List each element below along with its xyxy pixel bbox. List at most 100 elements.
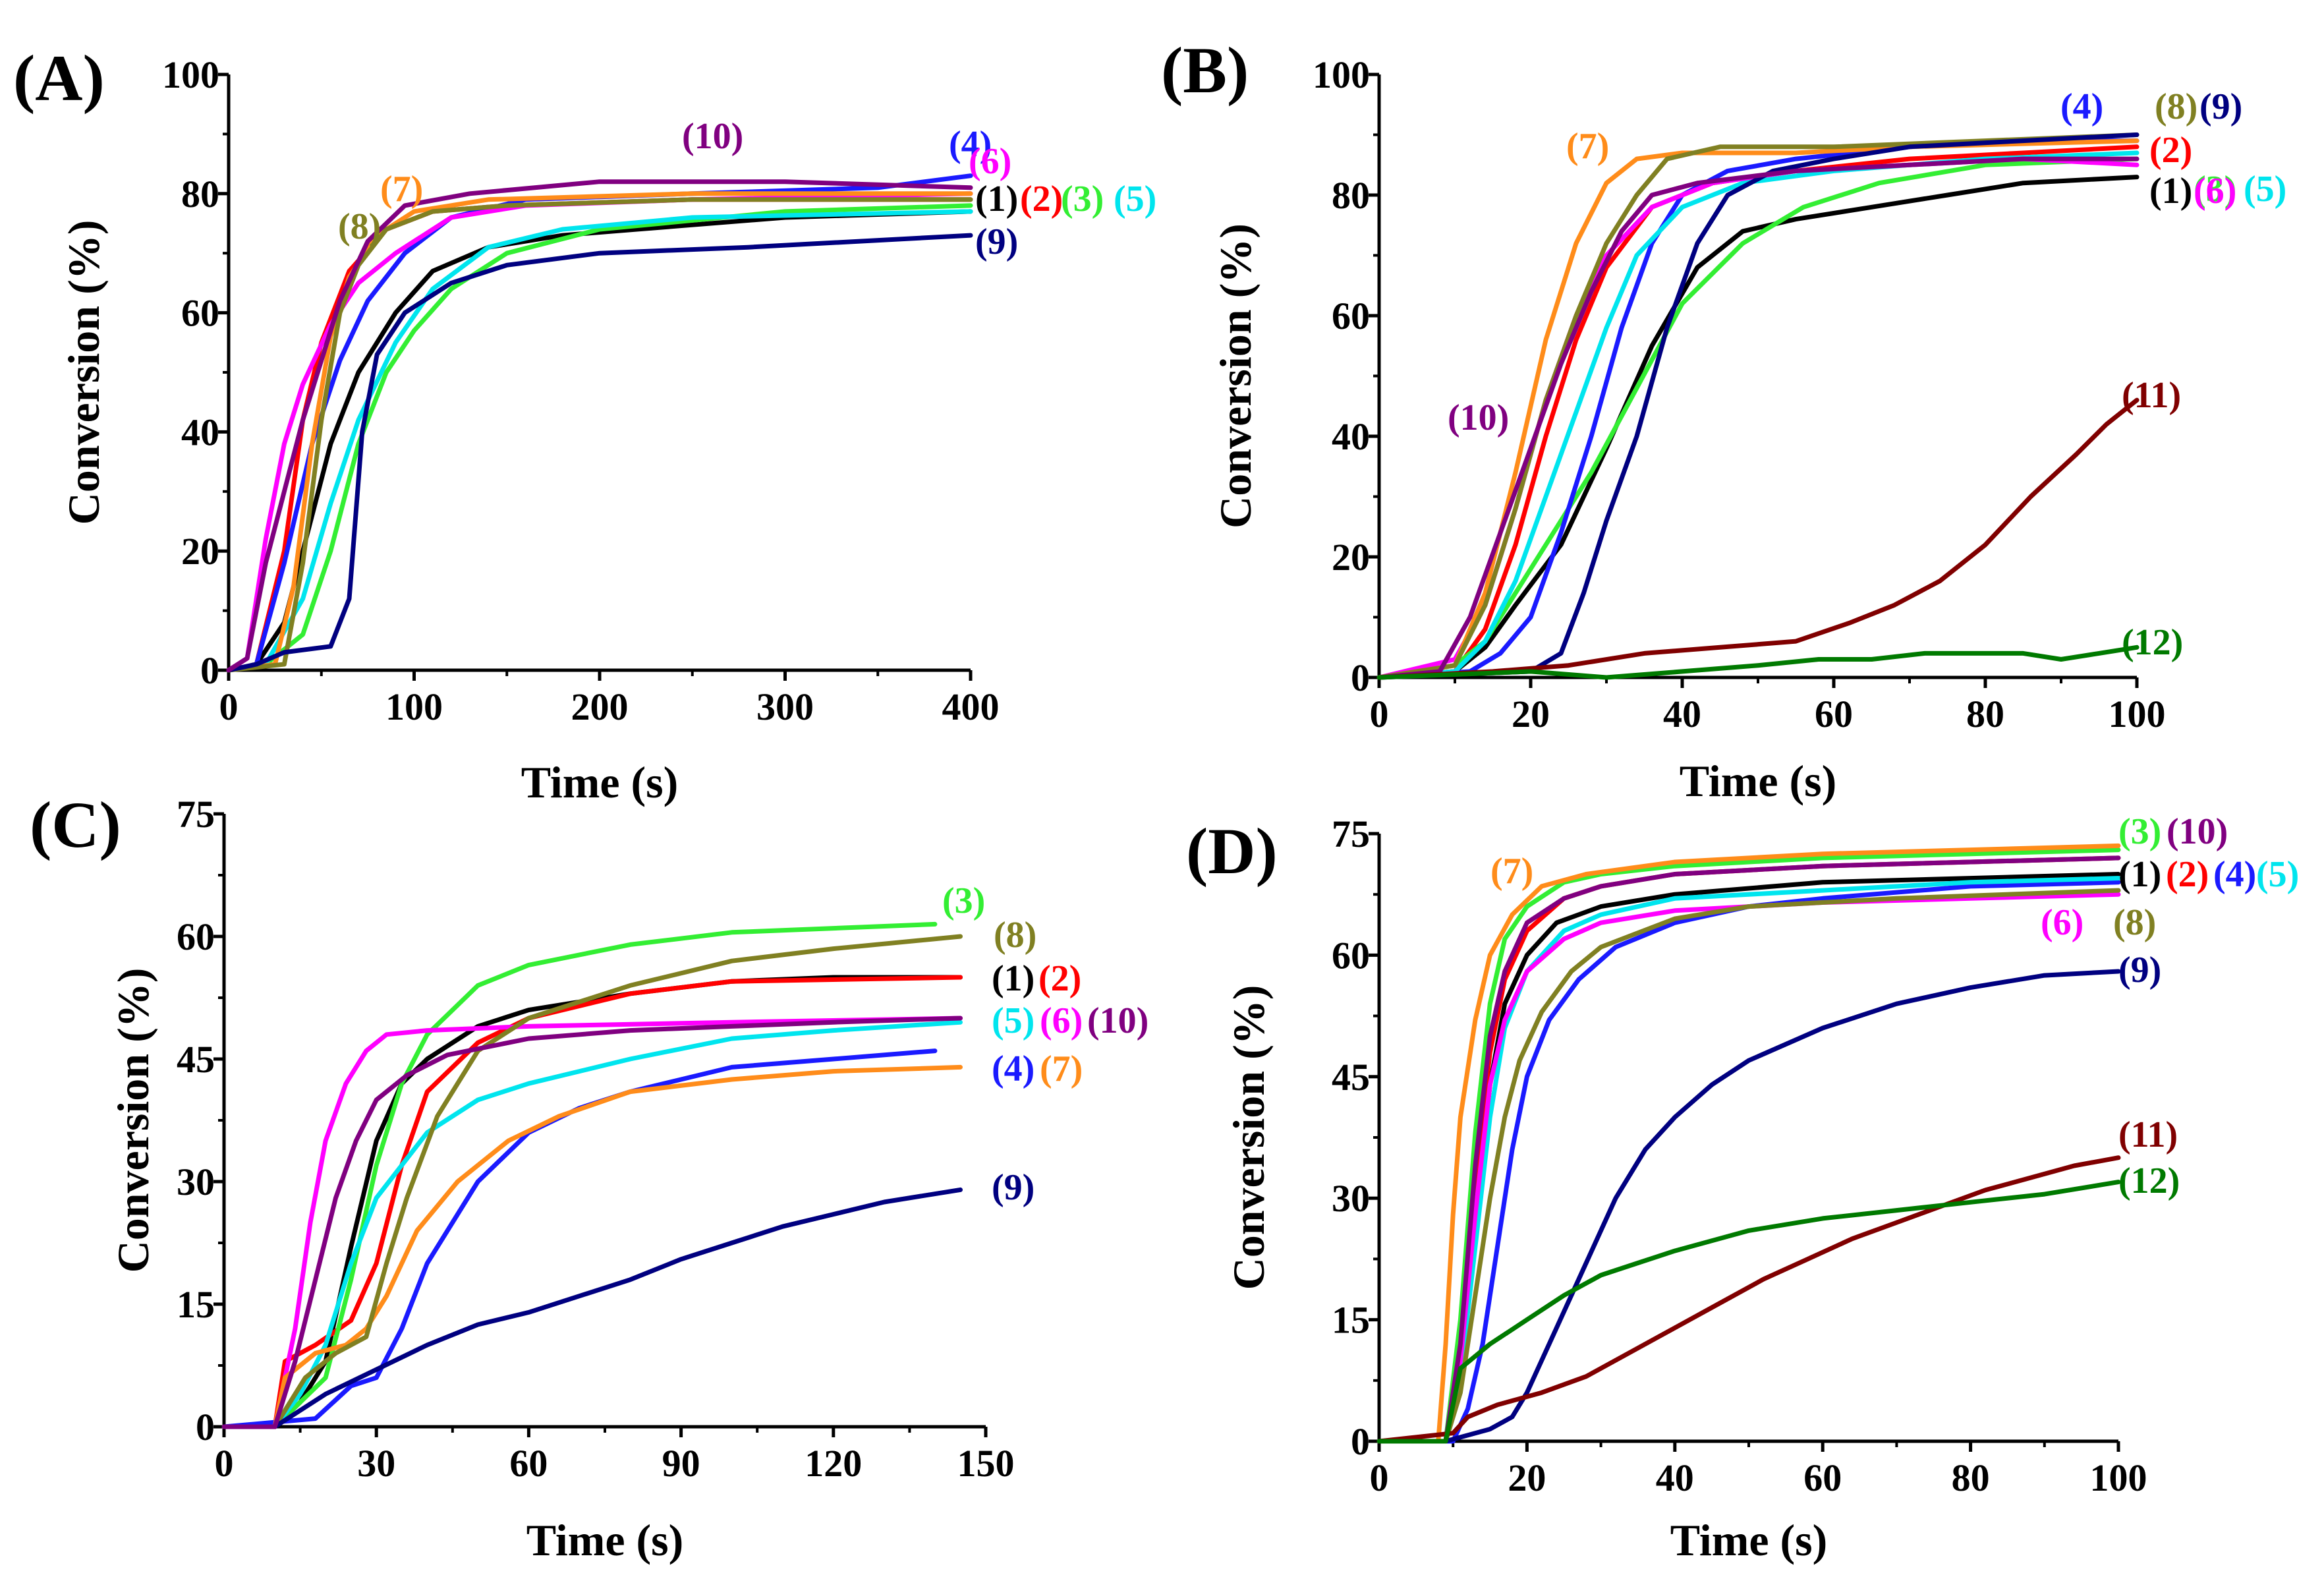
x-tick-label: 60 bbox=[1815, 693, 1853, 735]
series-label-5: (5) bbox=[2244, 169, 2286, 210]
series-line-11 bbox=[1376, 397, 2140, 680]
series-label-4: (4) bbox=[2060, 86, 2103, 127]
series-line-2 bbox=[1376, 144, 2140, 680]
x-axis-label: Time (s) bbox=[1670, 1515, 1828, 1565]
y-tick-label: 20 bbox=[1332, 536, 1370, 579]
series-line-10 bbox=[221, 1016, 963, 1429]
x-tick-label: 80 bbox=[1952, 1456, 1990, 1499]
series-line-9 bbox=[1376, 132, 2140, 680]
series-line-4 bbox=[1376, 880, 2121, 1444]
y-tick-label: 15 bbox=[177, 1283, 215, 1326]
series-label-7: (7) bbox=[1490, 851, 1533, 892]
y-tick-label: 0 bbox=[196, 1406, 215, 1448]
y-tick-label: 80 bbox=[181, 173, 219, 215]
y-tick-label: 100 bbox=[1313, 53, 1370, 96]
series-line-12 bbox=[1376, 645, 2140, 680]
x-tick-label: 20 bbox=[1508, 1456, 1546, 1499]
series-label-11: (11) bbox=[2118, 1114, 2178, 1155]
series-line-11 bbox=[1376, 1155, 2121, 1444]
series-label-1: (1) bbox=[992, 958, 1034, 999]
x-tick-label: 60 bbox=[1803, 1456, 1842, 1499]
series-line-7 bbox=[221, 1064, 963, 1429]
y-axis-label: Conversion (%) bbox=[1210, 223, 1261, 529]
x-tick-label: 80 bbox=[1966, 693, 2004, 735]
y-tick-label: 100 bbox=[162, 53, 219, 96]
x-tick-label: 100 bbox=[2109, 693, 2166, 735]
x-tick-label: 400 bbox=[942, 685, 1000, 728]
x-axis-label: Time (s) bbox=[521, 757, 679, 807]
series-label-8: (8) bbox=[338, 206, 381, 247]
series-label-8: (8) bbox=[994, 915, 1036, 956]
y-axis-label: Conversion (%) bbox=[108, 968, 158, 1273]
series-label-4: (4) bbox=[992, 1048, 1034, 1089]
y-tick-label: 60 bbox=[1332, 295, 1370, 337]
y-tick-label: 40 bbox=[181, 411, 219, 453]
series-line-8 bbox=[221, 934, 963, 1429]
panel-label: (D) bbox=[1186, 815, 1278, 888]
series-label-10: (10) bbox=[682, 116, 743, 157]
series-label-4: (4) bbox=[2213, 854, 2256, 895]
series-label-5: (5) bbox=[1114, 179, 1156, 219]
series-label-6: (6) bbox=[2041, 902, 2083, 943]
x-tick-label: 0 bbox=[1370, 693, 1389, 735]
series-label-3: (3) bbox=[2118, 811, 2161, 852]
series-label-7: (7) bbox=[380, 169, 423, 210]
series-label-9: (9) bbox=[2199, 86, 2242, 127]
series-label-3: (3) bbox=[942, 880, 985, 921]
panel-label: (C) bbox=[30, 788, 121, 861]
series-label-12: (12) bbox=[2118, 1161, 2180, 1201]
series-label-4: (4) bbox=[949, 124, 992, 165]
series-label-10: (10) bbox=[1448, 397, 1509, 438]
series-label-9: (9) bbox=[992, 1167, 1034, 1208]
y-tick-label: 60 bbox=[181, 292, 219, 335]
x-tick-label: 60 bbox=[509, 1442, 548, 1485]
y-axis-label: Conversion (%) bbox=[1224, 985, 1274, 1290]
y-tick-label: 80 bbox=[1332, 174, 1370, 217]
x-tick-label: 150 bbox=[957, 1442, 1015, 1485]
series-line-7 bbox=[1376, 138, 2140, 680]
x-tick-label: 100 bbox=[385, 685, 443, 728]
series-label-6: (6) bbox=[2194, 171, 2236, 212]
x-tick-label: 0 bbox=[1370, 1456, 1389, 1499]
y-tick-label: 40 bbox=[1332, 415, 1370, 458]
x-tick-label: 40 bbox=[1656, 1456, 1694, 1499]
y-tick-label: 45 bbox=[177, 1038, 215, 1081]
series-label-7: (7) bbox=[1566, 126, 1609, 167]
x-tick-label: 0 bbox=[219, 685, 239, 728]
series-line-12 bbox=[1376, 1180, 2121, 1444]
chart-panel-d: (D) 0 20 40 60 80 100 0 15 30 45 60 75 Time (s) Conver… bbox=[1186, 811, 2299, 1565]
panel-label: (A) bbox=[13, 42, 105, 115]
y-tick-label: 15 bbox=[1332, 1299, 1370, 1342]
series-line-7 bbox=[1376, 843, 2121, 1444]
series-label-9: (9) bbox=[975, 221, 1018, 262]
series-label-10: (10) bbox=[2167, 811, 2228, 852]
y-tick-label: 45 bbox=[1332, 1056, 1370, 1099]
x-axis-label: Time (s) bbox=[526, 1515, 684, 1565]
y-tick-label: 75 bbox=[177, 793, 215, 836]
y-tick-label: 20 bbox=[181, 530, 219, 573]
series-label-2: (2) bbox=[1038, 958, 1081, 999]
series-line-6 bbox=[221, 1016, 963, 1429]
series-label-1: (1) bbox=[2118, 854, 2161, 895]
y-tick-label: 75 bbox=[1332, 813, 1370, 855]
series-label-2: (2) bbox=[2166, 854, 2209, 895]
series-label-3: (3) bbox=[1061, 179, 1104, 219]
y-tick-label: 60 bbox=[177, 915, 215, 958]
series-line-10 bbox=[1376, 855, 2121, 1444]
series-line-4 bbox=[221, 1048, 938, 1429]
series-line-9 bbox=[1376, 969, 2121, 1444]
x-tick-label: 200 bbox=[571, 685, 629, 728]
y-tick-label: 0 bbox=[1351, 1420, 1370, 1463]
series-label-7: (7) bbox=[1040, 1048, 1083, 1089]
x-tick-label: 100 bbox=[2090, 1456, 2147, 1499]
series-line-3 bbox=[226, 203, 973, 673]
x-tick-label: 120 bbox=[805, 1442, 862, 1485]
series-line-5 bbox=[221, 1019, 963, 1429]
chart-panel-a: (A) 0 100 200 300 400 0 20 40 60 80 100 Time (s) Conv… bbox=[13, 42, 1156, 807]
series-label-8: (8) bbox=[2113, 902, 2156, 943]
series-line-8 bbox=[1376, 888, 2121, 1444]
series-line-9 bbox=[226, 233, 973, 673]
y-tick-label: 0 bbox=[200, 649, 219, 692]
